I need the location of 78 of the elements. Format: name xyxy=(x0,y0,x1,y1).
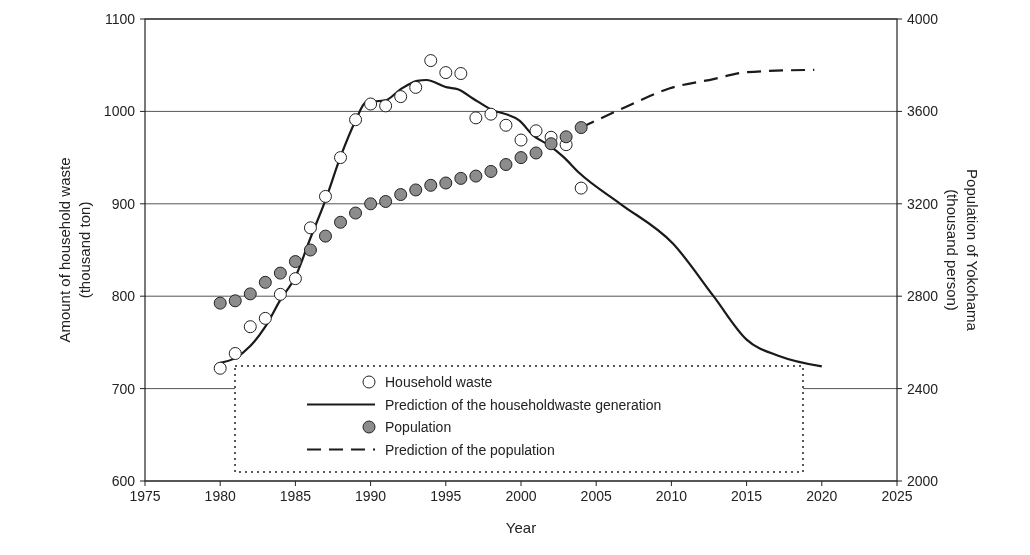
x-tick-label: 2020 xyxy=(806,488,838,504)
point xyxy=(499,118,513,132)
point xyxy=(303,221,317,235)
point xyxy=(334,151,348,165)
point xyxy=(228,294,242,308)
point xyxy=(514,151,528,165)
x-tick-label: 1995 xyxy=(430,488,462,504)
y-tick-label: 600 xyxy=(111,473,136,489)
point xyxy=(394,90,408,104)
point xyxy=(394,188,408,202)
point xyxy=(364,197,378,211)
point xyxy=(349,206,363,220)
point xyxy=(243,287,257,301)
legend-label: Population xyxy=(385,419,452,435)
point xyxy=(484,107,498,121)
point xyxy=(303,243,317,257)
x-tick-label: 2015 xyxy=(731,488,763,504)
y-tick-label: 800 xyxy=(111,288,136,305)
legend-label: Household waste xyxy=(385,374,493,390)
y2-tick-label: 2000 xyxy=(907,473,939,489)
y2-tick-label: 2400 xyxy=(907,380,939,397)
y-tick-label: 900 xyxy=(111,195,136,212)
point xyxy=(364,97,378,111)
point xyxy=(529,146,543,160)
point xyxy=(454,67,468,81)
point xyxy=(334,215,348,229)
y-tick-label: 1100 xyxy=(104,11,136,27)
x-tick-label: 2000 xyxy=(505,488,537,504)
point xyxy=(484,164,498,178)
x-tick-label: 1985 xyxy=(279,488,312,504)
point xyxy=(514,133,528,147)
point xyxy=(379,99,393,113)
legend-label: Prediction of the population xyxy=(385,441,555,458)
point xyxy=(379,194,393,208)
point xyxy=(349,113,363,127)
point xyxy=(243,320,257,334)
x-tick-label: 1975 xyxy=(129,488,161,504)
point xyxy=(469,111,483,125)
y-tick-label: 1000 xyxy=(103,103,136,120)
point xyxy=(439,66,453,80)
point xyxy=(544,137,558,151)
point xyxy=(499,158,513,172)
point xyxy=(213,296,227,310)
point xyxy=(529,124,543,138)
point xyxy=(273,266,287,280)
legend-label: Prediction of the householdwaste generation xyxy=(385,396,662,413)
point xyxy=(454,171,468,185)
y2-tick-label: 4000 xyxy=(907,11,939,27)
x-tick-label: 2005 xyxy=(580,488,612,504)
point xyxy=(273,287,287,301)
y2-tick-label: 2800 xyxy=(907,288,939,305)
point xyxy=(288,255,302,269)
point xyxy=(559,130,573,144)
y2-axis-title: Population of Yokohama (thousand person) xyxy=(944,169,981,332)
point xyxy=(288,272,302,286)
point xyxy=(574,181,588,195)
x-axis-title: Year xyxy=(505,519,537,536)
point xyxy=(409,183,423,197)
point xyxy=(228,346,242,360)
point xyxy=(258,275,272,289)
point xyxy=(258,311,272,325)
x-tick-label: 1980 xyxy=(204,488,236,504)
x-tick-label: 2010 xyxy=(655,488,688,504)
point xyxy=(469,169,483,183)
point xyxy=(424,54,438,68)
y-axis-title: Amount of household waste (thousand ton) xyxy=(56,157,93,343)
point xyxy=(318,189,332,203)
point xyxy=(318,229,332,243)
point xyxy=(409,80,423,94)
point xyxy=(574,121,588,135)
point xyxy=(439,176,453,190)
y2-tick-label: 3600 xyxy=(907,103,939,120)
point xyxy=(213,361,227,375)
point xyxy=(424,178,438,192)
y-tick-label: 700 xyxy=(111,380,136,397)
x-tick-label: 1990 xyxy=(355,488,387,504)
x-tick-label: 2025 xyxy=(881,488,913,504)
y2-tick-label: 3200 xyxy=(907,195,939,212)
